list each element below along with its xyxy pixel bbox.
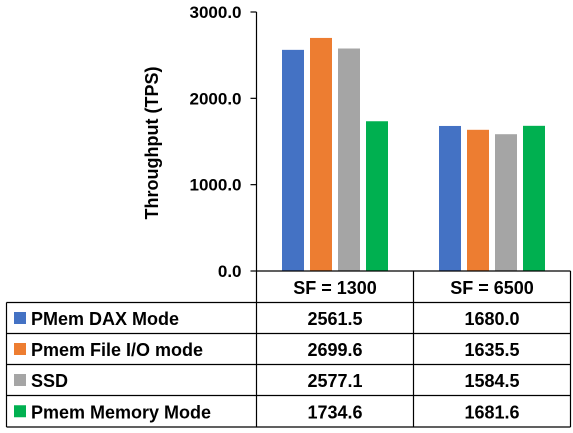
legend-label: Pmem File I/O mode (31, 340, 203, 360)
data-value-label: 1734.6 (307, 402, 362, 422)
legend-key (14, 312, 26, 324)
legend-key (14, 343, 26, 355)
data-value-label: 1680.0 (464, 309, 519, 329)
data-value-label: 1681.6 (464, 402, 519, 422)
bar (310, 37, 332, 271)
y-tick-label: 3000.0 (190, 3, 242, 22)
data-value-label: 1584.5 (464, 371, 519, 391)
category-label: SF = 6500 (450, 278, 534, 298)
bar (282, 49, 304, 272)
legend-label: PMem DAX Mode (31, 309, 179, 329)
legend-label: Pmem Memory Mode (31, 402, 211, 422)
category-label: SF = 1300 (293, 278, 377, 298)
legend-key (14, 374, 26, 386)
legend-label: SSD (31, 371, 68, 391)
data-value-label: 2561.5 (307, 309, 362, 329)
data-value-label: 2699.6 (307, 340, 362, 360)
bars (282, 37, 545, 272)
data-value-label: 2577.1 (307, 371, 362, 391)
bar (467, 129, 489, 271)
bar (366, 121, 388, 271)
data-table: SF = 1300 SF = 6500 PMem DAX Mode 2561.5 168… (5, 270, 572, 428)
legend-key (14, 405, 26, 418)
y-tick-label: 1000.0 (190, 176, 242, 195)
bar (338, 48, 360, 271)
bar (523, 125, 545, 271)
y-axis: 0.0 1000.0 2000.0 3000.0 (190, 3, 258, 281)
data-value-label: 1635.5 (464, 340, 519, 360)
bar (495, 134, 517, 271)
y-tick-label: 0.0 (218, 262, 242, 281)
y-tick-label: 2000.0 (190, 89, 242, 108)
y-axis-label: Throughput (TPS) (142, 67, 162, 220)
bar (439, 125, 461, 272)
